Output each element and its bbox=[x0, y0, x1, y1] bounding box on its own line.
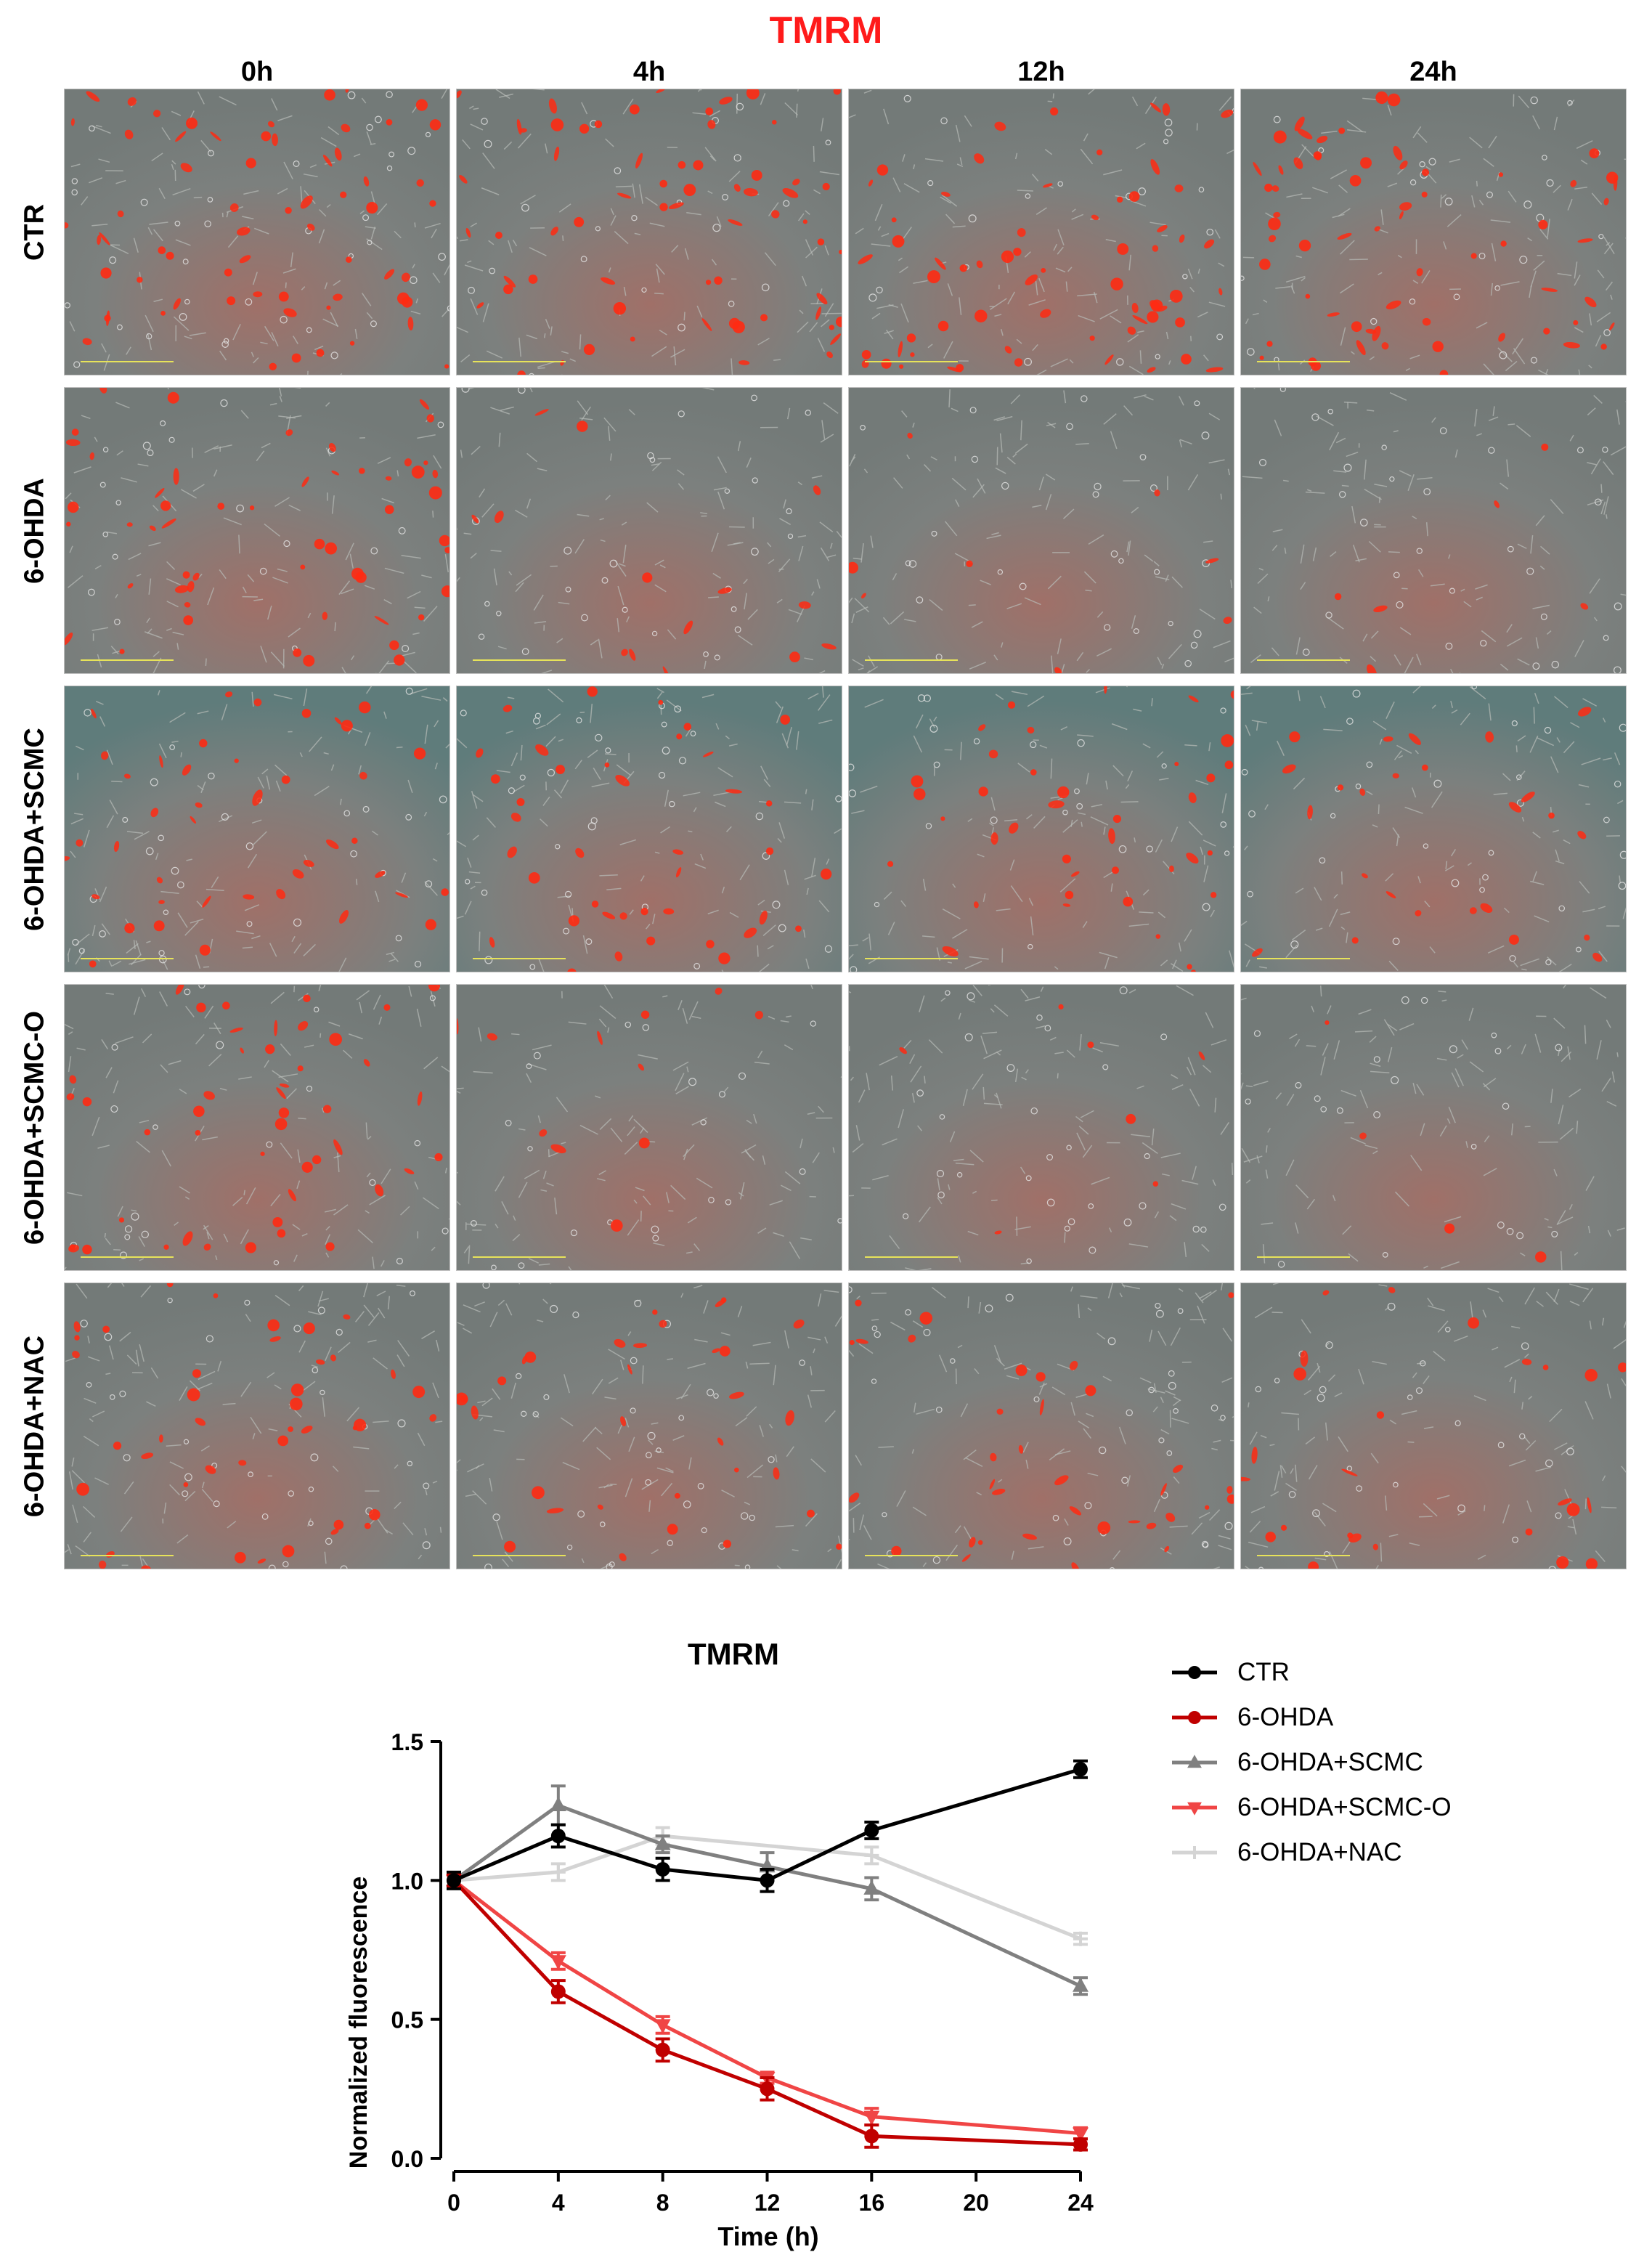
series-line bbox=[452, 1879, 1081, 2147]
legend-swatch bbox=[1172, 1755, 1217, 1768]
x-axis-label: Time (h) bbox=[717, 2222, 818, 2251]
legend-item: 6-OHDA bbox=[1171, 1695, 1452, 1740]
series-6-ohda bbox=[447, 1873, 1088, 2152]
x-tick-label: 20 bbox=[963, 2190, 989, 2216]
column-header-12h: 12h bbox=[1017, 57, 1065, 87]
y-tick-label: 0.5 bbox=[391, 2007, 423, 2033]
data-point bbox=[550, 1955, 566, 1970]
micrograph-panel bbox=[848, 1283, 1234, 1569]
chart-title: TMRM bbox=[688, 1637, 779, 1671]
legend-swatch bbox=[1172, 1711, 1217, 1724]
data-point bbox=[655, 2042, 670, 2057]
column-header-24h: 24h bbox=[1409, 57, 1457, 87]
legend-label: 6-OHDA+SCMC-O bbox=[1237, 1793, 1452, 1821]
micrograph-panel bbox=[64, 686, 450, 972]
x-tick-label: 12 bbox=[754, 2190, 781, 2216]
data-point bbox=[864, 1823, 879, 1838]
column-header-4h: 4h bbox=[632, 57, 666, 87]
data-point bbox=[760, 2081, 775, 2097]
micrograph-panel bbox=[64, 984, 450, 1271]
legend-label: 6-OHDA+SCMC bbox=[1237, 1748, 1423, 1776]
y-tick-label: 1.5 bbox=[391, 1729, 423, 1755]
data-point bbox=[864, 2129, 879, 2144]
data-point bbox=[1073, 1931, 1088, 1946]
row-label-6ohda: 6-OHDA bbox=[19, 478, 50, 584]
data-point bbox=[863, 2110, 880, 2126]
data-point bbox=[550, 1984, 566, 1999]
micrograph-panel bbox=[1240, 984, 1627, 1271]
chart-legend: CTR 6-OHDA 6-OHDA+SCMC 6-OHDA+SCMC-O 6-OHDA+… bbox=[1171, 1650, 1452, 1875]
micrograph-panel bbox=[456, 686, 842, 972]
data-point bbox=[864, 1848, 879, 1863]
y-tick-label: 1.0 bbox=[391, 1868, 423, 1894]
data-point bbox=[1073, 1762, 1088, 1777]
legend-label: 6-OHDA bbox=[1237, 1703, 1334, 1731]
micrograph-panel bbox=[1240, 387, 1627, 674]
data-point bbox=[550, 1864, 566, 1879]
data-point bbox=[760, 1873, 775, 1888]
row-label-6ohda-scmc-o: 6-OHDA+SCMC-O bbox=[19, 1011, 50, 1245]
legend-swatch bbox=[1172, 1846, 1217, 1859]
data-point bbox=[654, 2019, 671, 2034]
micrograph-panel bbox=[848, 984, 1234, 1271]
series-ctr bbox=[447, 1759, 1088, 1893]
y-axis-label: Normalized fluorescence bbox=[345, 1877, 373, 2168]
data-point bbox=[1073, 2137, 1088, 2152]
legend-item: CTR bbox=[1171, 1650, 1452, 1695]
column-header-0h: 0h bbox=[240, 57, 274, 87]
row-label-6ohda-scmc: 6-OHDA+SCMC bbox=[19, 728, 50, 931]
data-point bbox=[447, 1873, 461, 1888]
micrograph-panel bbox=[1240, 89, 1627, 375]
micrograph-panel bbox=[456, 387, 842, 674]
figure-title: TMRM bbox=[769, 9, 883, 52]
x-tick-label: 0 bbox=[447, 2190, 460, 2216]
micrograph-panel bbox=[64, 387, 450, 674]
micrograph-panel bbox=[848, 686, 1234, 972]
micrograph-panel bbox=[1240, 1283, 1627, 1569]
row-label-6ohda-nac: 6-OHDA+NAC bbox=[19, 1335, 50, 1518]
data-point bbox=[1073, 1977, 1089, 1992]
series-line bbox=[453, 1767, 1081, 1882]
series-line bbox=[452, 1879, 1081, 2136]
series-6-ohda-scmc-o bbox=[446, 1873, 1089, 2142]
micrograph-panel bbox=[64, 1283, 450, 1569]
data-point bbox=[863, 1879, 880, 1895]
legend-label: 6-OHDA+NAC bbox=[1237, 1838, 1402, 1866]
data-point bbox=[654, 1835, 671, 1850]
data-point bbox=[655, 1862, 670, 1877]
x-tick-label: 16 bbox=[859, 2190, 885, 2216]
legend-swatch bbox=[1172, 1666, 1217, 1679]
chart-series bbox=[446, 1759, 1089, 2152]
x-tick-label: 24 bbox=[1067, 2190, 1094, 2216]
micrograph-panel bbox=[456, 89, 842, 375]
micrograph-panel bbox=[1240, 686, 1627, 972]
row-label-ctr: CTR bbox=[19, 203, 50, 261]
legend-label: CTR bbox=[1237, 1658, 1290, 1686]
micrograph-panel bbox=[456, 1283, 842, 1569]
chart-axes: 0.0 0.5 1.0 1.5 0 4 8 12 16 20 24 bbox=[391, 1729, 1094, 2216]
legend-item: 6-OHDA+SCMC-O bbox=[1171, 1785, 1452, 1830]
data-point bbox=[1073, 2127, 1089, 2142]
legend-item: 6-OHDA+NAC bbox=[1171, 1830, 1452, 1875]
y-tick-label: 0.0 bbox=[391, 2146, 423, 2172]
micrograph-panel bbox=[456, 984, 842, 1271]
data-point bbox=[550, 1797, 566, 1812]
legend-item: 6-OHDA+SCMC bbox=[1171, 1740, 1452, 1785]
data-point bbox=[550, 1829, 566, 1844]
micrograph-panel bbox=[848, 387, 1234, 674]
x-tick-label: 4 bbox=[552, 2190, 565, 2216]
micrograph-panel bbox=[848, 89, 1234, 375]
tmrm-line-chart: TMRM Normalized fluorescence Time (h) 0.… bbox=[345, 1637, 1094, 2251]
micrograph-panel bbox=[64, 89, 450, 375]
legend-swatch bbox=[1172, 1802, 1217, 1816]
series-line bbox=[452, 1803, 1082, 1988]
x-tick-label: 8 bbox=[656, 2190, 670, 2216]
